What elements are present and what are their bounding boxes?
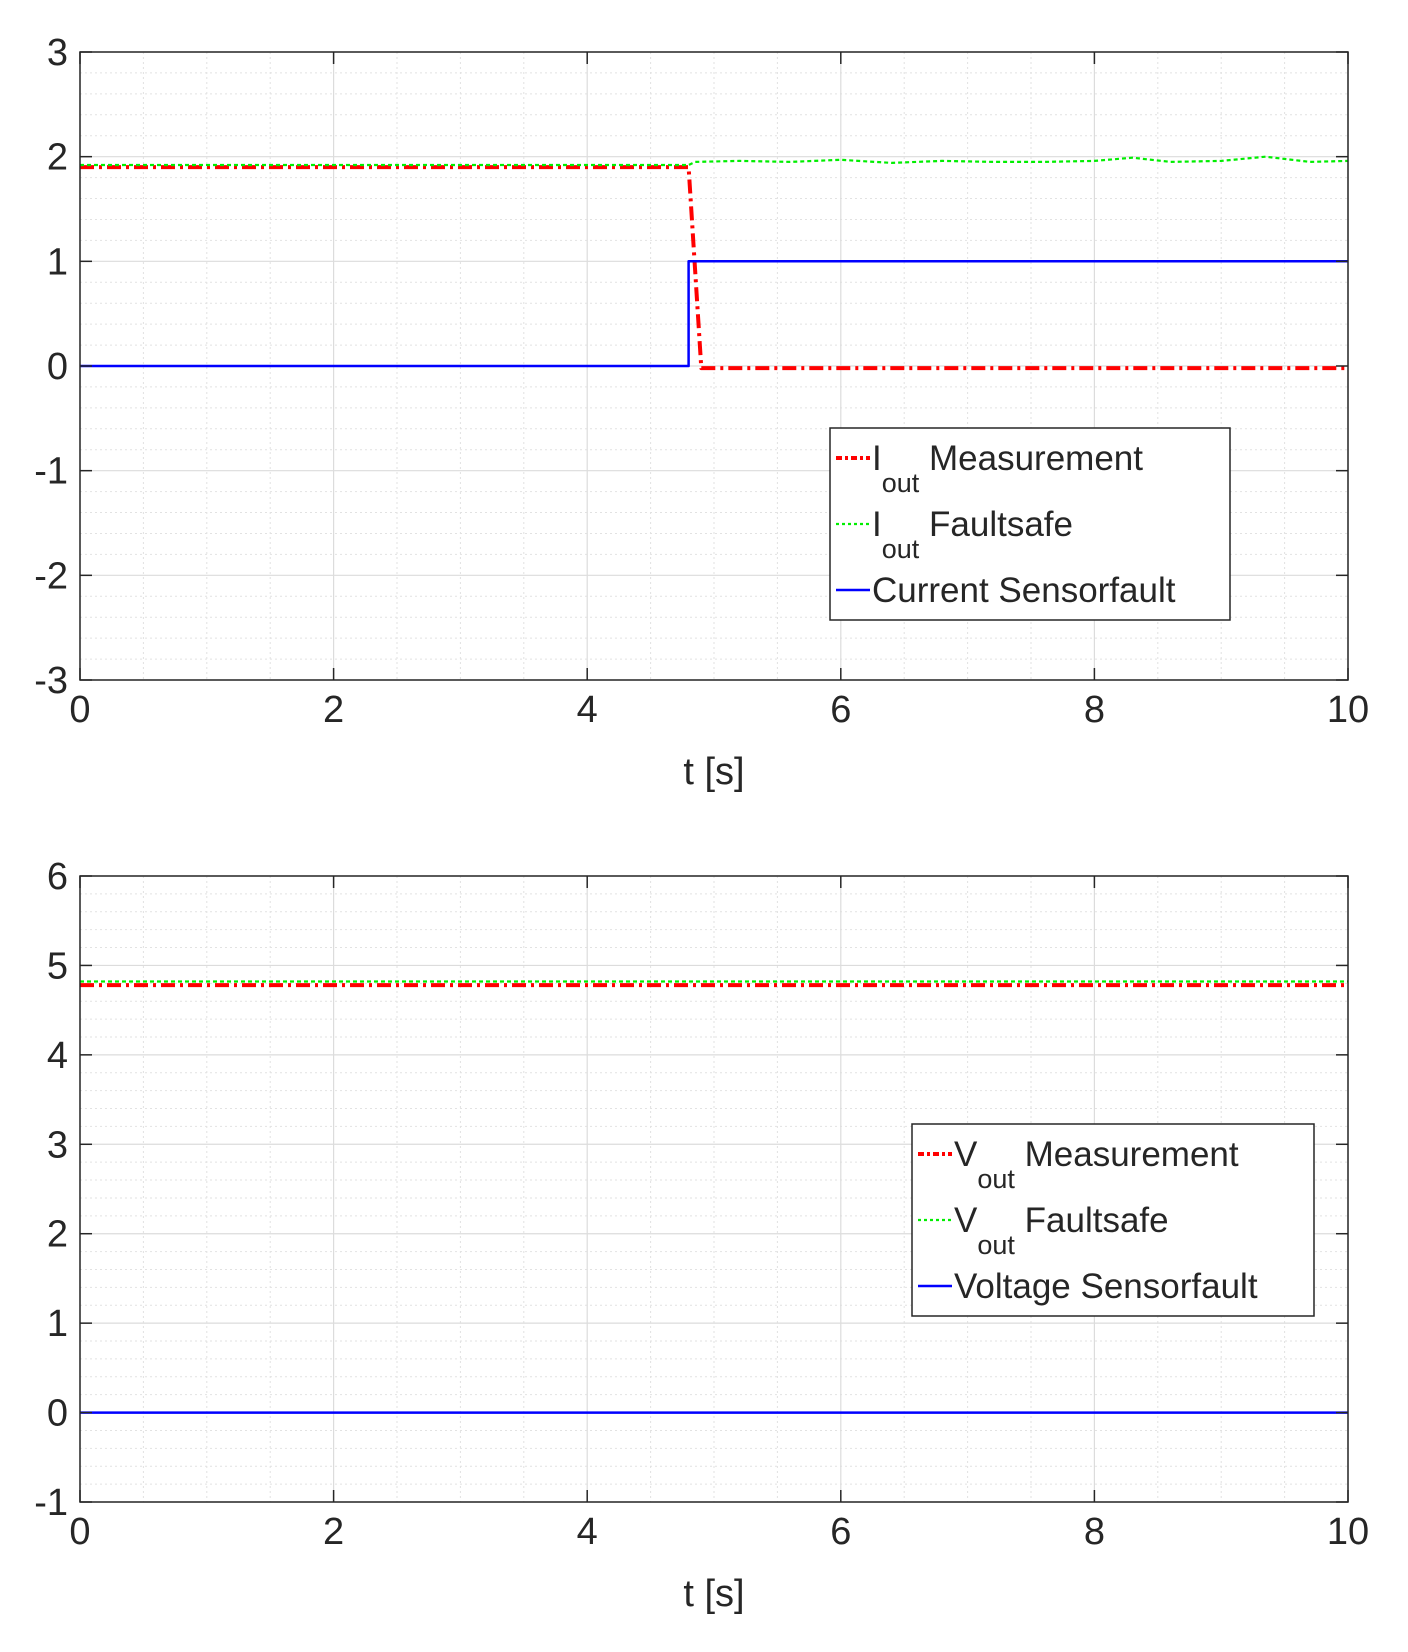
y-tick-label: -1 bbox=[34, 451, 68, 493]
legend-label-sub: out bbox=[977, 1164, 1015, 1194]
y-tick-label: 1 bbox=[47, 241, 68, 283]
legend-label-rest: Measurement bbox=[919, 439, 1143, 478]
legend-label-sub: out bbox=[882, 468, 920, 498]
legend-label-main: Current Sensorfault bbox=[872, 571, 1176, 610]
legend-box bbox=[829, 427, 1231, 621]
legend-label-rest: Faultsafe bbox=[919, 505, 1073, 544]
legend-label-main: Voltage Sensorfault bbox=[954, 1267, 1258, 1306]
series-group bbox=[80, 155, 1349, 371]
x-tick-label: 10 bbox=[1327, 1511, 1369, 1553]
y-tick-label: 2 bbox=[47, 137, 68, 179]
x-tick-label: 8 bbox=[1084, 1511, 1105, 1553]
x-tick-label: 6 bbox=[830, 689, 851, 731]
legend-label: Vout Measurement bbox=[954, 1135, 1239, 1194]
series-group bbox=[80, 980, 1348, 1414]
legend-label: Iout Measurement bbox=[872, 439, 1143, 498]
legend-label-sub: out bbox=[882, 534, 920, 564]
y-tick-label: 2 bbox=[47, 1214, 68, 1256]
y-tick-label: -1 bbox=[34, 1482, 68, 1524]
x-tick-label: 10 bbox=[1327, 689, 1369, 731]
x-tick-label: 0 bbox=[69, 1511, 90, 1553]
x-tick-label: 2 bbox=[323, 1511, 344, 1553]
x-axis-label: t [s] bbox=[683, 751, 744, 793]
series-line-i-out-measurement bbox=[80, 165, 1348, 371]
x-tick-label: 0 bbox=[69, 689, 90, 731]
y-tick-label: 1 bbox=[47, 1303, 68, 1345]
legend-label-main: I bbox=[872, 439, 882, 478]
legend-label: Voltage Sensorfault bbox=[954, 1267, 1258, 1306]
x-axis-label: t [s] bbox=[683, 1573, 744, 1615]
legend-label-rest: Faultsafe bbox=[1015, 1201, 1169, 1240]
y-tick-label: 3 bbox=[47, 1124, 68, 1166]
y-tick-label: 4 bbox=[47, 1035, 68, 1077]
series-line-i-out-faultsafe bbox=[80, 155, 1349, 167]
x-tick-label: 6 bbox=[830, 1511, 851, 1553]
y-tick-label: -3 bbox=[34, 660, 68, 702]
y-tick-label: 0 bbox=[47, 346, 68, 388]
x-tick-label: 4 bbox=[577, 1511, 598, 1553]
legend-label-main: V bbox=[954, 1201, 978, 1240]
legend-label-main: V bbox=[954, 1135, 978, 1174]
legend-box bbox=[911, 1123, 1315, 1317]
legend-label-rest: Measurement bbox=[1015, 1135, 1239, 1174]
legend-label: Vout Faultsafe bbox=[954, 1201, 1169, 1260]
legend-label: Current Sensorfault bbox=[872, 571, 1176, 610]
legend-label-main: I bbox=[872, 505, 882, 544]
y-tick-label: -2 bbox=[34, 555, 68, 597]
x-tick-label: 8 bbox=[1084, 689, 1105, 731]
legend-label-sub: out bbox=[977, 1230, 1015, 1260]
axes-frame bbox=[79, 875, 1349, 1503]
y-tick-label: 5 bbox=[47, 945, 68, 987]
x-tick-label: 2 bbox=[323, 689, 344, 731]
y-tick-label: 3 bbox=[47, 32, 68, 74]
y-tick-label: 0 bbox=[47, 1393, 68, 1435]
x-tick-label: 4 bbox=[577, 689, 598, 731]
y-tick-label: 6 bbox=[47, 856, 68, 898]
ticks: 0 2 4 6 8 10 -3 -2 -1 0 1 2 3 bbox=[34, 32, 1369, 731]
legend-label: Iout Faultsafe bbox=[872, 505, 1073, 564]
series-line-current-sensorfault bbox=[80, 260, 1348, 368]
